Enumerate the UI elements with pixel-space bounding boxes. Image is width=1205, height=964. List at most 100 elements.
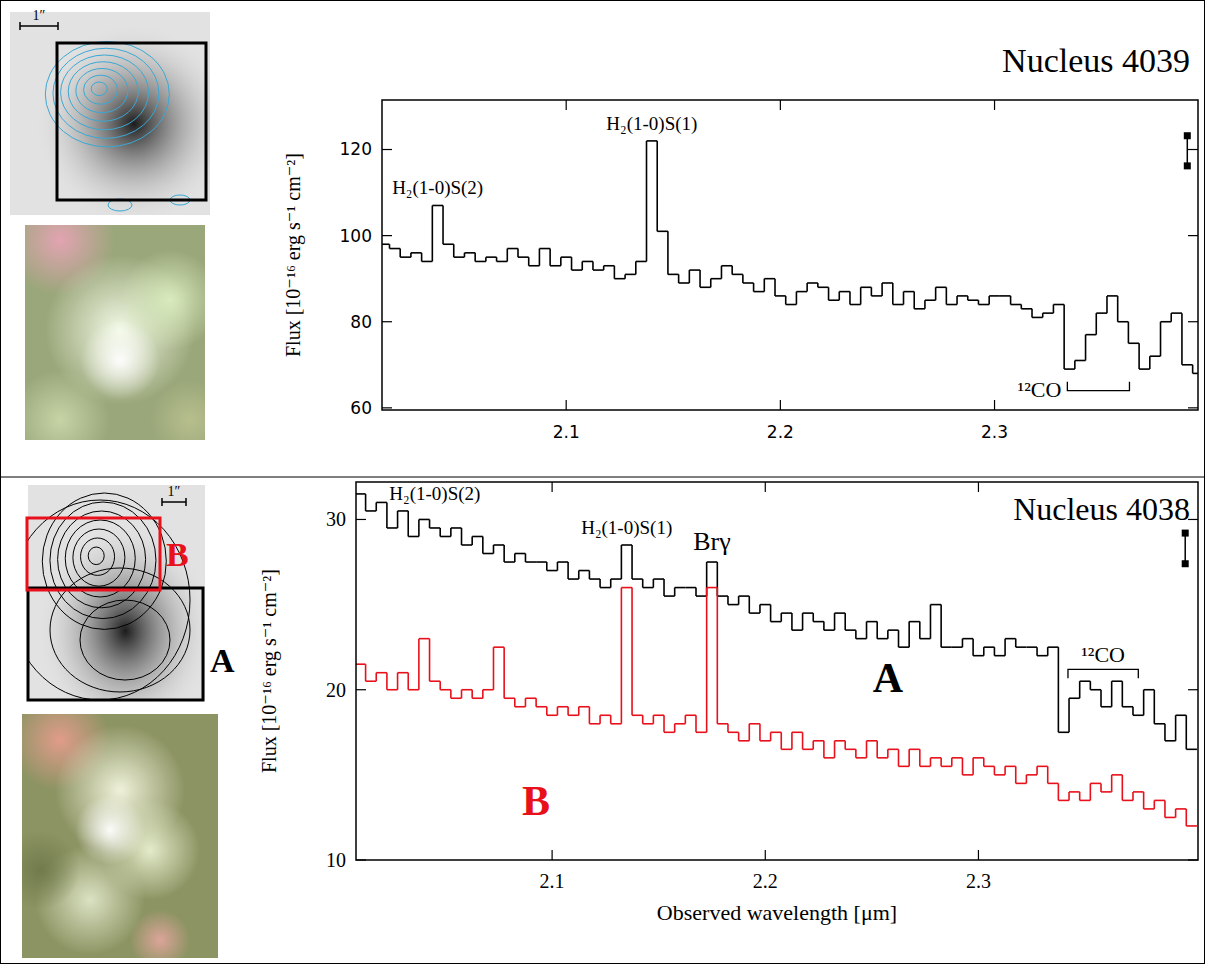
spectrum-riser [1036,766,1038,775]
spectrum-step [593,269,604,271]
spectrum-riser [461,690,463,699]
spectrum-riser [940,758,942,767]
scale-bar-end [57,22,59,30]
spectrum-riser [860,287,862,304]
color-blob [130,910,190,958]
gray-image-ground [28,485,205,700]
spectrum-step [664,595,675,597]
contour [76,69,128,113]
spectrum-step [867,621,878,623]
x-tick-label: 2.3 [981,422,1008,442]
spectrum-step [1075,360,1086,362]
spectrum-step [387,689,398,691]
spectrum-riser [517,249,519,258]
spectrum-step [356,493,366,495]
spectrum-riser [802,732,804,749]
spectrum-step [483,553,494,555]
spectrum-step [732,274,743,276]
spectrum-step [657,231,668,233]
spectrum-step [1096,312,1107,314]
spectrum-riser [375,502,377,511]
spectrum-step [621,544,632,546]
series-0 [382,141,1198,374]
y-tick [356,689,366,690]
spectrum-step [1154,800,1165,802]
spectrum-riser [908,749,910,766]
spectrum-riser [653,579,655,588]
spectrum-step [1154,723,1165,725]
extraction-box [57,43,206,200]
spectrum-step [1069,791,1080,793]
spectrum-riser [439,681,441,690]
spectrum-riser [418,519,420,536]
color-image [22,714,218,958]
spectrum-step [813,740,824,742]
spectrum-step [946,304,957,306]
spectrum-riser [1175,715,1177,741]
spectrum-step [920,766,931,768]
spectrum-step [994,774,1005,776]
spectrum-step [739,740,750,742]
y-tick [1188,407,1198,408]
spectrum-step [1139,368,1150,370]
spectrum-riser [525,698,527,707]
spectrum-riser [567,707,569,716]
spectrum-riser [844,741,846,750]
contour [80,600,170,680]
spectrum-riser [898,630,900,647]
spectrum-riser [429,519,431,528]
spectrum-riser [806,283,808,292]
x-tick [552,482,553,492]
spectrum-step [376,502,387,504]
x-tick-label: 2.2 [753,870,778,892]
spectrum-step [518,256,529,258]
spectrum-riser [1047,647,1049,656]
spectrum-riser [1015,639,1017,648]
spectrum-step [1026,774,1037,776]
scale-bar-end [161,498,163,506]
spectrum-step [547,714,558,716]
spectrum-riser [407,511,409,537]
spectrum-step [1150,355,1161,357]
data-group [356,494,1197,826]
contour [28,500,190,700]
gray-image-ground [10,12,210,215]
spectrum-riser [763,279,765,292]
spectrum-step [835,612,846,614]
spectrum-riser [706,588,708,733]
spectrum-riser [461,528,463,545]
line-label: H₂(1-0)S(1) [606,113,697,135]
spectrum-riser [731,266,733,275]
y-tick [1188,321,1198,322]
spectrum-riser [525,554,527,563]
y-tick-label: 80 [350,312,372,332]
spectrum-step [483,689,494,691]
spectrum-step [611,723,622,725]
spectrum-riser [1111,775,1113,792]
spectrum-riser [935,287,937,300]
spectrum-riser [663,715,665,732]
x-tick [765,850,766,860]
x-tick [552,850,553,860]
spectrum-step [515,553,526,555]
region-label: A [210,642,235,679]
spectrum-step [824,757,835,759]
spectrum-step [1000,295,1011,297]
plot-frame [382,100,1198,410]
spectrum-riser [1036,647,1038,656]
spectrum-step [643,587,654,589]
spectrum-riser [365,494,367,511]
spectrum-step [696,731,707,733]
spectrum-step [803,612,814,614]
spectrum-step [398,510,409,512]
spectrum-riser [721,266,723,279]
series-1 [356,588,1197,826]
spectrum-riser [1085,335,1087,361]
spectrum-riser [581,261,583,270]
spectrum-riser [599,715,601,724]
x-tick [566,100,567,110]
gray-image-core [28,485,205,700]
spectrum-step [930,604,941,606]
spectrum-step [861,286,872,288]
spectrum-riser [887,749,889,758]
